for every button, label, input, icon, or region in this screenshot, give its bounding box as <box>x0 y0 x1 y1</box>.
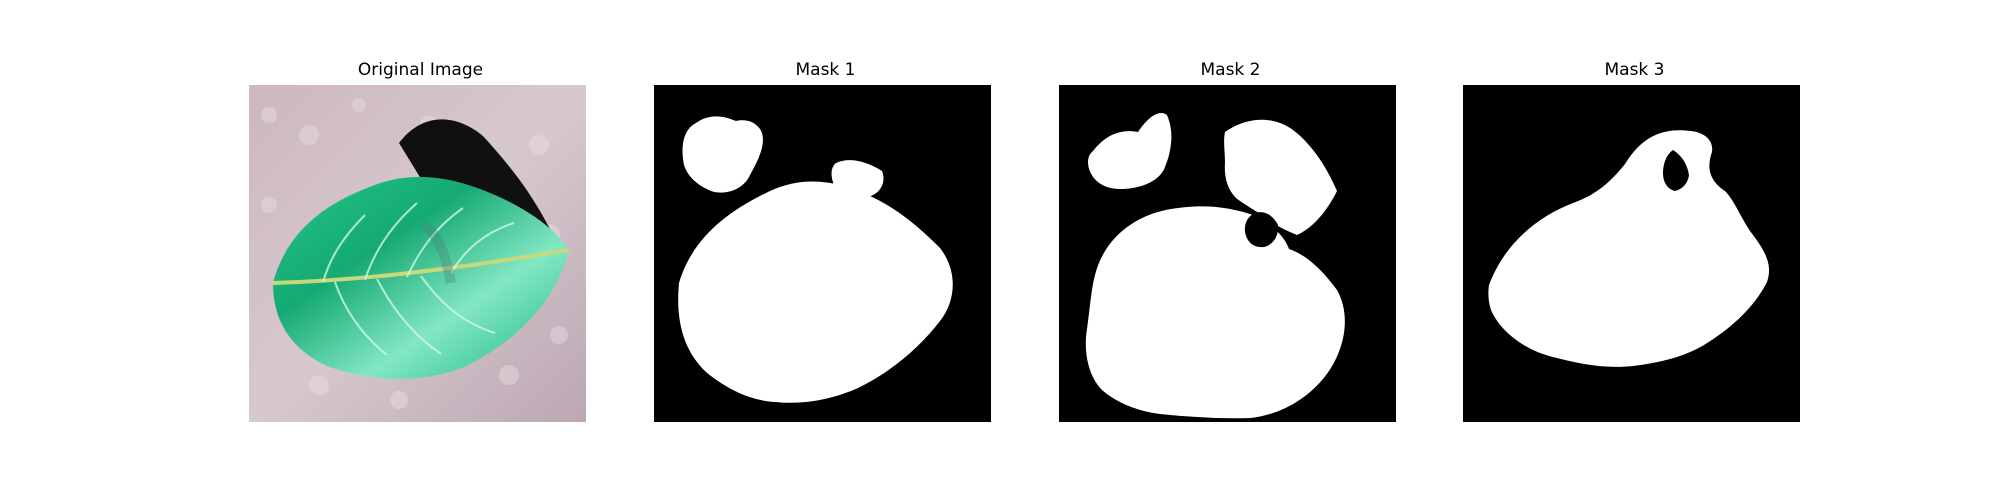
original-image-title: Original Image <box>357 60 484 80</box>
mask-1-panel: Mask 1 <box>653 54 998 440</box>
mask-3-title: Mask 3 <box>1604 60 1665 80</box>
mask-3-image <box>1463 85 1800 422</box>
original-image <box>249 85 586 422</box>
leaf-shape <box>273 176 569 379</box>
mask-3-panel: Mask 3 <box>1462 54 1807 440</box>
mask-1-image <box>654 85 991 422</box>
original-image-panel: Original Image <box>248 54 593 440</box>
mask-1-title: Mask 1 <box>795 60 856 80</box>
mask-2-title: Mask 2 <box>1200 60 1261 80</box>
mask-2-panel: Mask 2 <box>1058 54 1403 440</box>
mask-2-image <box>1059 85 1396 422</box>
